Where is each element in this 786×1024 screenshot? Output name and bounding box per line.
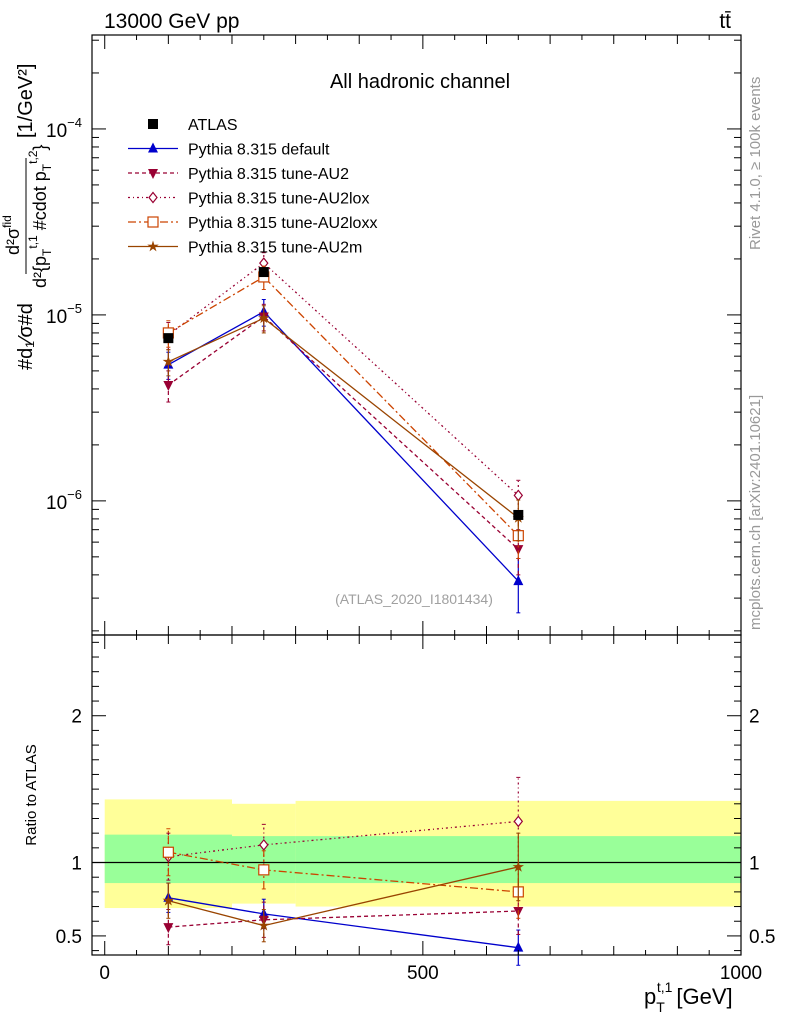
legend-label: ATLAS [188,117,238,134]
x-tick-label: 500 [407,963,439,984]
ratio-line [168,910,519,928]
legend-label: Pythia 8.315 tune-AU2m [188,240,362,257]
y-tick-label: 10−6 [46,487,82,514]
header-left-label: 13000 GeV pp [104,10,239,33]
legend-item: Pythia 8.315 default [128,142,330,159]
series-1 [163,303,524,576]
legend-item: Pythia 8.315 tune-AU2 [128,166,349,183]
y-tick-label: 10−5 [46,301,82,328]
ratio-point [163,923,174,934]
band-1 [104,834,741,884]
main-y-axis-label: #d₁⁄σ#d d²σfid d²{pTt,1 #cdot pTt,2} [1/… [0,64,54,370]
legend-marker [147,216,159,228]
ratio-y-tick-label-right: 2 [749,707,760,728]
legend-marker [148,169,158,179]
ratio-frame [91,634,742,956]
legend-marker [148,142,158,153]
legend-item: Pythia 8.315 tune-AU2lox [128,191,369,208]
ratio-point [162,846,174,858]
legend-marker [148,119,158,129]
rivet-label: Rivet 4.1.0, ≥ 100k events [747,77,764,250]
ratio-y-axis-label: Ratio to ATLAS [23,744,40,845]
header-right-label: tt̄ [719,10,731,33]
ylabel-main: #d₁⁄σ#d [15,303,37,370]
data-point [513,489,524,502]
series-line [168,315,519,550]
reference-point [513,509,524,520]
legend-label: Pythia 8.315 tune-AU2lox [188,191,369,208]
ratio-y-tick-label-right: 0.5 [749,927,775,948]
legend-marker [148,191,158,204]
series-0 [163,299,524,614]
ratio-point [513,815,524,828]
data-point [513,575,524,586]
ratio-point [513,941,524,952]
series-line [168,317,519,519]
series-line [168,310,519,582]
ratio-point [162,894,175,906]
legend-item: Pythia 8.315 tune-AU2m [128,240,362,257]
legend-item: Pythia 8.315 tune-AU2loxx [128,215,377,232]
ratio-y-tick-label: 0.5 [56,927,82,948]
ratio-y-tick-label: 1 [71,854,82,875]
legend-label: Pythia 8.315 default [188,142,330,159]
series-line [168,262,519,496]
legend: ATLAS Pythia 8.315 default Pythia 8.315 tu… [128,117,377,257]
ratio-y-tick-label-right: 1 [749,854,760,875]
ylabel-frac-den: d²{pTt,1 #cdot pTt,2} [26,145,54,288]
chart-title: All hadronic channel [330,71,510,93]
ylabel-unit: [1/GeV²] [15,64,37,138]
ratio-point [258,919,270,931]
ratio-panel: 0.5 0.5 1 1 2 2 0 500 1000 [56,634,775,984]
ratio-y-tick-label: 2 [71,707,82,728]
reference-point [258,267,269,278]
ratio-line [168,820,519,858]
series-4 [162,305,524,542]
ratio-series-4 [162,832,524,943]
x-tick-label: 1000 [720,963,762,984]
svg-text:#d₁⁄σ#d: #d₁⁄σ#d [15,303,37,370]
legend-label: Pythia 8.315 tune-AU2 [188,166,349,183]
ratio-point [512,860,524,872]
reference-series [163,267,524,520]
legend-item: ATLAS [148,117,238,134]
data-point [163,380,174,391]
ratio-point [258,864,270,876]
x-tick-label: 0 [99,963,110,984]
data-point [162,355,175,367]
series-2 [163,252,524,515]
y-tick-label: 10−4 [46,115,82,142]
ylabel-frac-num: d²σfid [0,215,23,255]
series-3 [162,265,524,559]
x-axis-label: pTt,1 [GeV] [644,979,733,1015]
legend-marker [147,240,159,252]
legend-label: Pythia 8.315 tune-AU2loxx [188,215,377,232]
mcplots-label: mcplots.cern.ch [arXiv:2401.10621] [747,395,764,630]
reference-point [163,333,174,344]
main-panel: 10−6 10−5 10−4 All hadronic channel (ATLAS… [46,34,742,636]
data-point [513,545,524,556]
series-line [168,276,519,537]
watermark-label: (ATLAS_2020_I1801434) [335,591,493,607]
ratio-point [259,838,269,851]
data-point [258,312,270,324]
